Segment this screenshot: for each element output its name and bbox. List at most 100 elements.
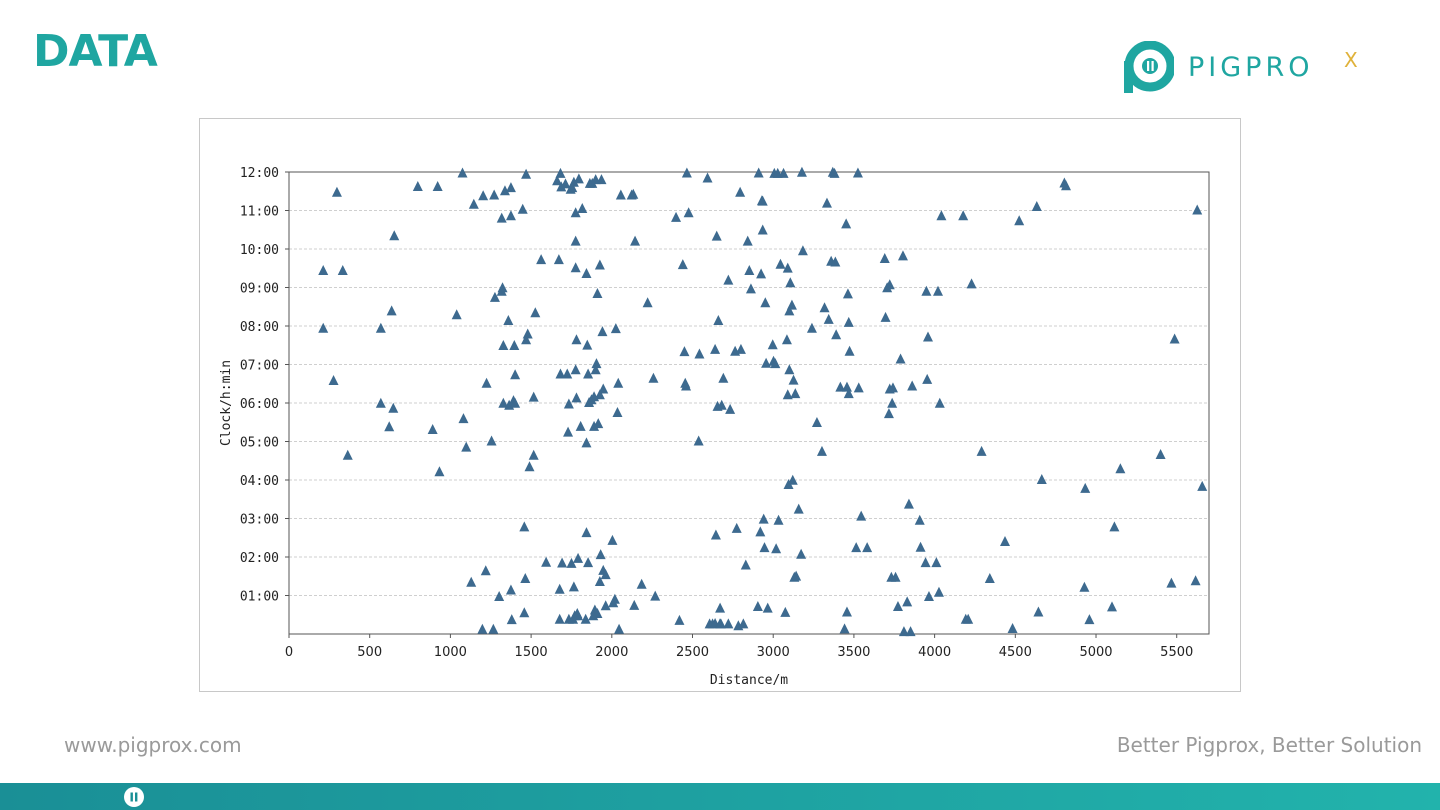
data-point bbox=[318, 264, 329, 275]
page-title: DATA bbox=[33, 26, 158, 77]
data-point bbox=[787, 474, 798, 485]
data-point bbox=[887, 397, 898, 408]
data-point bbox=[573, 552, 584, 563]
data-point bbox=[581, 268, 592, 279]
data-point bbox=[594, 389, 605, 400]
data-point bbox=[597, 326, 608, 337]
data-point bbox=[600, 600, 611, 611]
data-point bbox=[898, 626, 909, 637]
data-point bbox=[856, 510, 867, 521]
data-point bbox=[757, 195, 768, 206]
data-point bbox=[843, 316, 854, 327]
data-point bbox=[596, 174, 607, 185]
data-point bbox=[595, 549, 606, 560]
data-point bbox=[522, 328, 533, 339]
chart-frame: 01:00 02:00 03:00 04:00 05:00 06:00 07:00 08:00… bbox=[199, 118, 1241, 692]
data-point bbox=[642, 297, 653, 308]
data-point bbox=[931, 557, 942, 568]
logo-superscript: X bbox=[1344, 48, 1358, 72]
data-point bbox=[519, 521, 530, 532]
data-point bbox=[821, 197, 832, 208]
data-point bbox=[780, 606, 791, 617]
data-point bbox=[790, 388, 801, 399]
y-tick-label: 03:00 bbox=[240, 513, 279, 528]
data-point bbox=[1192, 204, 1203, 215]
x-tick-label: 2000 bbox=[595, 645, 628, 660]
data-point bbox=[505, 584, 516, 595]
y-tick-label: 09:00 bbox=[240, 282, 279, 297]
data-point bbox=[999, 535, 1010, 546]
data-point bbox=[782, 262, 793, 273]
data-point bbox=[503, 314, 514, 325]
data-point bbox=[590, 364, 601, 375]
data-point bbox=[1014, 215, 1025, 226]
data-point bbox=[851, 542, 862, 553]
data-point bbox=[384, 421, 395, 432]
data-point bbox=[841, 606, 852, 617]
data-point bbox=[681, 380, 692, 391]
data-point bbox=[434, 466, 445, 477]
data-point bbox=[786, 299, 797, 310]
data-point bbox=[793, 503, 804, 514]
data-point bbox=[897, 250, 908, 261]
data-point bbox=[1036, 474, 1047, 484]
data-point bbox=[770, 358, 781, 369]
footer-bar bbox=[0, 783, 1440, 810]
data-point bbox=[671, 211, 682, 222]
data-point bbox=[494, 591, 505, 602]
x-tick-label: 4000 bbox=[918, 645, 951, 660]
data-point bbox=[745, 283, 756, 294]
data-point bbox=[594, 259, 605, 270]
data-point bbox=[771, 543, 782, 554]
data-point bbox=[723, 274, 734, 285]
x-tick-label: 1000 bbox=[434, 645, 467, 660]
data-point bbox=[862, 542, 873, 553]
x-tick-label: 4500 bbox=[999, 645, 1032, 660]
data-point bbox=[573, 173, 584, 184]
y-tick-label: 12:00 bbox=[240, 166, 279, 181]
data-point bbox=[879, 253, 890, 264]
data-point bbox=[842, 288, 853, 299]
data-point bbox=[844, 345, 855, 356]
data-point bbox=[510, 397, 521, 408]
data-point bbox=[892, 601, 903, 612]
data-point bbox=[773, 514, 784, 525]
data-point bbox=[775, 258, 786, 269]
data-point bbox=[592, 607, 603, 618]
data-point bbox=[841, 381, 852, 392]
data-point bbox=[497, 282, 508, 293]
data-point bbox=[571, 392, 582, 403]
data-point bbox=[816, 445, 827, 456]
data-point bbox=[880, 311, 891, 322]
data-point bbox=[427, 423, 438, 434]
data-point bbox=[458, 413, 469, 424]
data-point bbox=[781, 334, 792, 345]
data-point bbox=[1197, 480, 1208, 491]
data-point bbox=[614, 623, 625, 634]
data-point bbox=[432, 181, 443, 192]
data-point bbox=[806, 322, 817, 333]
data-point bbox=[887, 382, 898, 393]
data-point bbox=[784, 305, 795, 316]
data-point bbox=[757, 224, 768, 235]
data-point bbox=[1155, 448, 1166, 459]
brand-logo: PIGPRO X bbox=[1122, 40, 1358, 94]
data-point bbox=[674, 614, 685, 625]
y-tick-label: 05:00 bbox=[240, 436, 279, 451]
data-point bbox=[554, 613, 565, 624]
data-point bbox=[557, 557, 568, 568]
data-point bbox=[600, 569, 611, 580]
data-point bbox=[829, 167, 840, 178]
data-point bbox=[318, 322, 329, 333]
data-point bbox=[1166, 577, 1177, 588]
data-point bbox=[451, 309, 462, 320]
data-point bbox=[1060, 180, 1071, 191]
data-point bbox=[328, 375, 339, 386]
data-point bbox=[563, 426, 574, 437]
data-point bbox=[883, 408, 894, 419]
data-point bbox=[755, 526, 766, 537]
data-point bbox=[710, 529, 721, 540]
data-point bbox=[636, 578, 647, 589]
data-point bbox=[819, 302, 830, 313]
data-point bbox=[567, 182, 578, 193]
